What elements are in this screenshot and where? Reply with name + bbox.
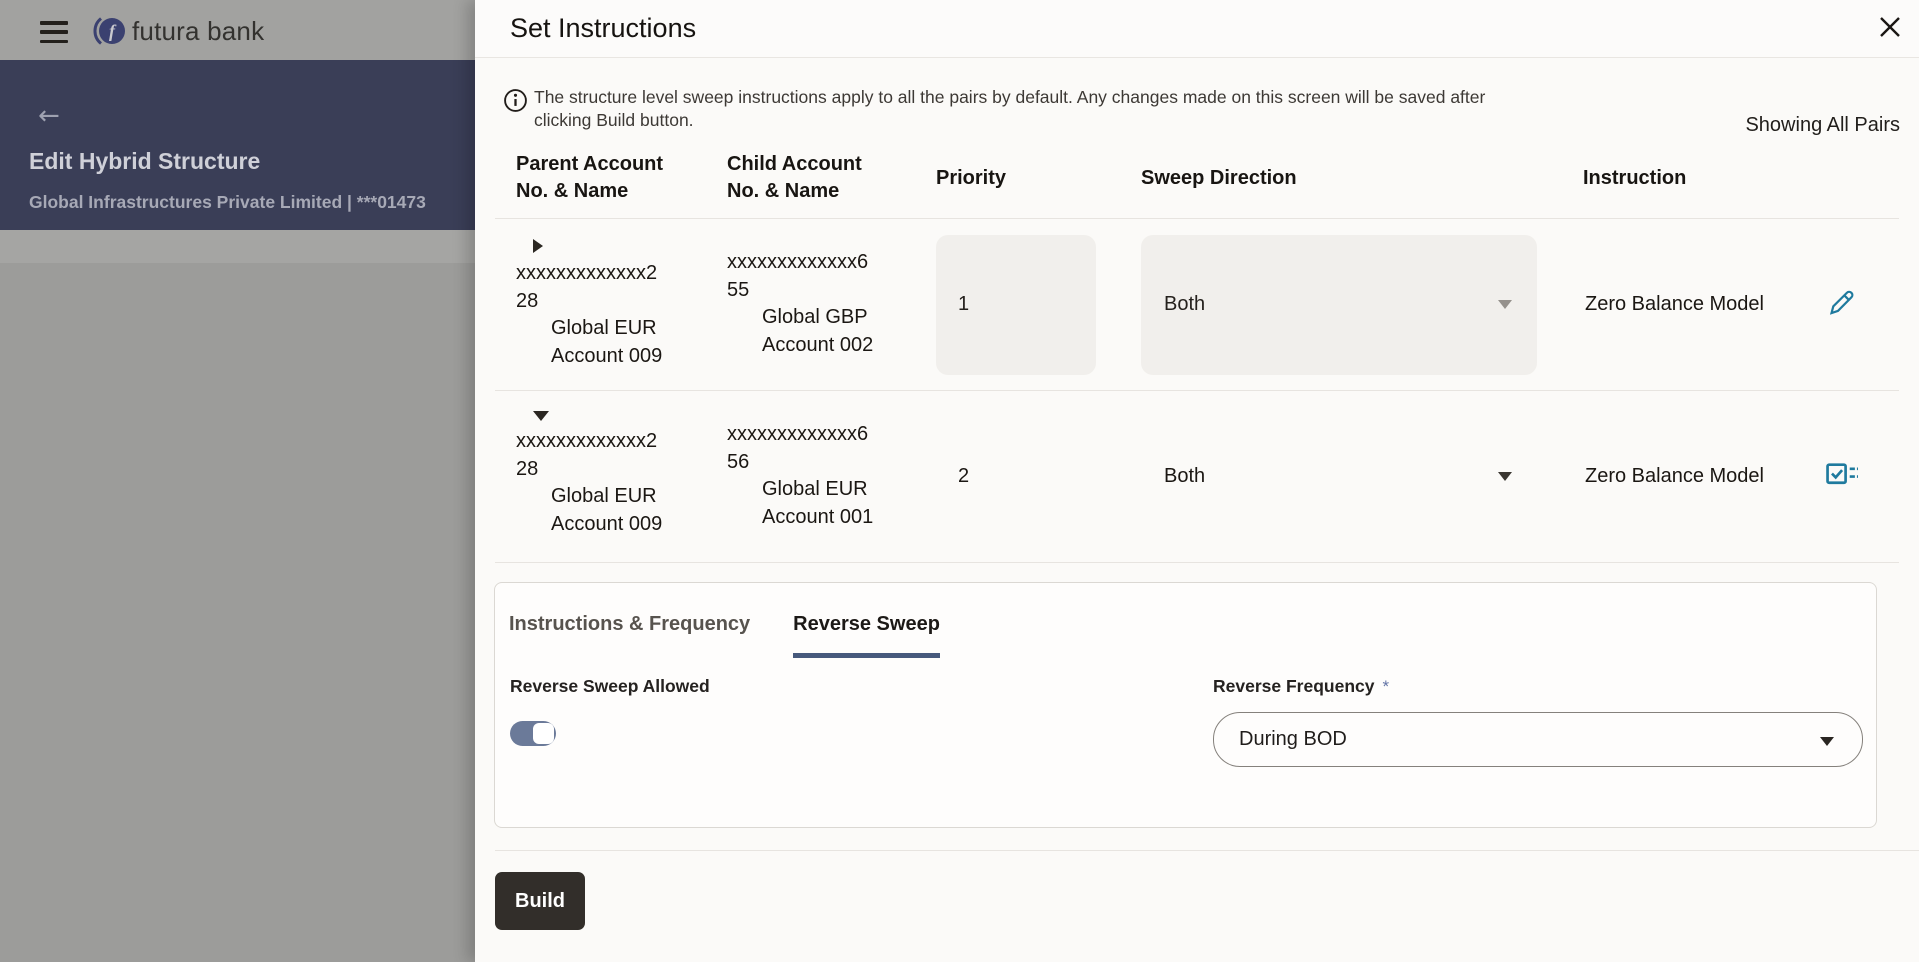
table-header-row: Parent Account No. & Name Child Account …	[495, 151, 1899, 219]
checklist-icon	[1826, 462, 1859, 491]
page-subtitle: Global Infrastructures Private Limited |…	[29, 192, 426, 212]
parent-account-cell: xxxxxxxxxxxxx228 Global EUR Account 009	[516, 219, 727, 370]
instruction-value: Zero Balance Model	[1585, 465, 1764, 487]
row-action-cell	[1826, 461, 1899, 493]
parent-account-name: Global EUR Account 009	[551, 317, 663, 367]
col-header-child-account: Child Account No. & Name	[727, 153, 862, 202]
futura-bank-logo[interactable]: f futura bank	[90, 12, 264, 50]
tab-content: Reverse Sweep Allowed Reverse Frequency *…	[495, 658, 1876, 767]
back-arrow-icon[interactable]: ←	[38, 101, 60, 131]
col-header-instruction: Instruction	[1583, 166, 1687, 189]
hero-banner: ← Edit Hybrid Structure Global Infrastru…	[0, 60, 475, 230]
dropdown-caret-icon	[1820, 737, 1834, 746]
info-icon	[503, 86, 528, 131]
toggle-knob	[533, 723, 554, 744]
build-button[interactable]: Build	[495, 872, 585, 930]
reverse-sweep-allowed-field: Reverse Sweep Allowed	[510, 676, 710, 767]
expand-row-triangle-right-icon[interactable]	[533, 239, 543, 253]
brand-text: futura bank	[132, 15, 265, 46]
reverse-frequency-label: Reverse Frequency *	[1213, 676, 1863, 697]
tab-instructions-frequency[interactable]: Instructions & Frequency	[509, 613, 750, 658]
edit-instruction-button[interactable]	[1826, 287, 1857, 318]
page-title: Edit Hybrid Structure	[29, 148, 261, 174]
table-row: xxxxxxxxxxxxx228 Global EUR Account 009 …	[495, 219, 1899, 391]
panel-body: Showing All Pairs The structure level sw…	[475, 86, 1919, 930]
info-text: The structure level sweep instructions a…	[534, 87, 1486, 130]
sweep-direction-value: Both	[1164, 465, 1206, 487]
close-icon	[1876, 16, 1904, 44]
footer-divider	[495, 850, 1919, 851]
child-account-number: xxxxxxxxxxxxx655	[727, 251, 869, 301]
showing-all-pairs-label: Showing All Pairs	[1745, 114, 1900, 136]
parent-account-cell: xxxxxxxxxxxxx228 Global EUR Account 009	[516, 391, 727, 538]
svg-text:f: f	[109, 21, 117, 41]
tab-bar: Instructions & Frequency Reverse Sweep	[495, 583, 1876, 658]
reverse-frequency-select[interactable]: During BOD	[1213, 712, 1863, 767]
priority-cell: 1	[936, 234, 1141, 375]
col-header-priority: Priority	[936, 166, 1007, 189]
reverse-sweep-allowed-toggle[interactable]	[510, 721, 556, 746]
info-message: The structure level sweep instructions a…	[503, 86, 1589, 131]
child-account-cell: xxxxxxxxxxxxx656 Global EUR Account 001	[727, 391, 936, 531]
pairs-table: Parent Account No. & Name Child Account …	[495, 151, 1899, 563]
pencil-edit-icon	[1826, 290, 1857, 321]
reverse-frequency-label-text: Reverse Frequency	[1213, 676, 1375, 696]
reverse-frequency-value: During BOD	[1239, 728, 1347, 750]
child-account-name: Global GBP Account 002	[762, 306, 874, 356]
priority-value: 2	[958, 465, 970, 487]
view-instruction-details-button[interactable]	[1826, 461, 1859, 488]
dimmed-background-page: f futura bank ← Edit Hybrid Structure Gl…	[0, 0, 475, 962]
sweep-detail-card: Instructions & Frequency Reverse Sweep R…	[494, 582, 1877, 828]
priority-input-disabled: 1	[936, 234, 1096, 375]
required-asterisk: *	[1382, 677, 1390, 696]
bank-logo-icon: f	[90, 12, 128, 50]
reverse-sweep-allowed-label: Reverse Sweep Allowed	[510, 676, 710, 696]
dropdown-caret-icon	[1498, 472, 1512, 481]
dimmed-content-strip	[0, 230, 475, 263]
app-header: f futura bank	[0, 0, 475, 60]
panel-header: Set Instructions	[475, 0, 1919, 58]
priority-value: 1	[958, 293, 970, 315]
dimmed-content-area	[0, 263, 475, 962]
set-instructions-panel: Set Instructions Showing All Pairs	[475, 0, 1919, 962]
child-account-cell: xxxxxxxxxxxxx655 Global GBP Account 002	[727, 219, 936, 359]
row-action-cell	[1826, 287, 1899, 323]
close-button[interactable]	[1874, 12, 1906, 44]
instruction-value: Zero Balance Model	[1585, 293, 1764, 315]
hamburger-menu-icon[interactable]	[40, 21, 68, 43]
reverse-frequency-field: Reverse Frequency * During BOD	[1213, 676, 1863, 767]
tab-reverse-sweep[interactable]: Reverse Sweep	[793, 613, 940, 658]
col-header-sweep-direction: Sweep Direction	[1141, 166, 1297, 189]
parent-account-number: xxxxxxxxxxxxx228	[516, 430, 658, 480]
sweep-direction-dropdown-disabled: Both	[1141, 234, 1537, 375]
child-account-name: Global EUR Account 001	[762, 478, 874, 528]
parent-account-number: xxxxxxxxxxxxx228	[516, 262, 658, 312]
table-row: xxxxxxxxxxxxx228 Global EUR Account 009 …	[495, 391, 1899, 563]
sweep-direction-dropdown[interactable]: Both	[1141, 465, 1537, 488]
child-account-number: xxxxxxxxxxxxx656	[727, 423, 869, 473]
parent-account-name: Global EUR Account 009	[551, 485, 663, 535]
sweep-direction-value: Both	[1164, 293, 1206, 315]
collapse-row-triangle-down-icon[interactable]	[533, 411, 549, 421]
col-header-parent-account: Parent Account No. & Name	[516, 153, 664, 202]
dropdown-caret-icon	[1498, 300, 1512, 309]
sweep-direction-cell: Both	[1141, 234, 1583, 375]
panel-title: Set Instructions	[510, 13, 697, 43]
